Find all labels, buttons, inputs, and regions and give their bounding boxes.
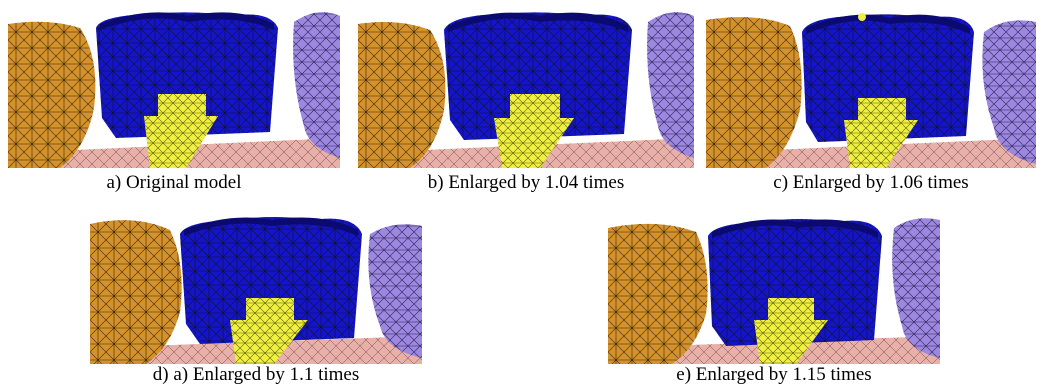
panel-e-mesh-render xyxy=(608,208,940,364)
panel-c xyxy=(706,8,1036,168)
panel-d-caption: d) a) Enlarged by 1.1 times xyxy=(152,364,360,385)
panel-e-caption: e) Enlarged by 1.15 times xyxy=(676,364,872,385)
panel-d xyxy=(90,208,422,364)
panel-a-caption: a) Original model xyxy=(106,172,242,193)
panel-a xyxy=(8,8,340,168)
panel-b xyxy=(358,8,694,168)
panel-b-caption: b) Enlarged by 1.04 times xyxy=(427,172,625,193)
panel-a-mesh-render xyxy=(8,8,340,168)
panel-d-mesh-render xyxy=(90,208,422,364)
panel-e xyxy=(608,208,940,364)
panel-c-caption: c) Enlarged by 1.06 times xyxy=(773,172,969,193)
panel-c-mesh-render xyxy=(706,8,1036,168)
panel-b-mesh-render xyxy=(358,8,694,168)
